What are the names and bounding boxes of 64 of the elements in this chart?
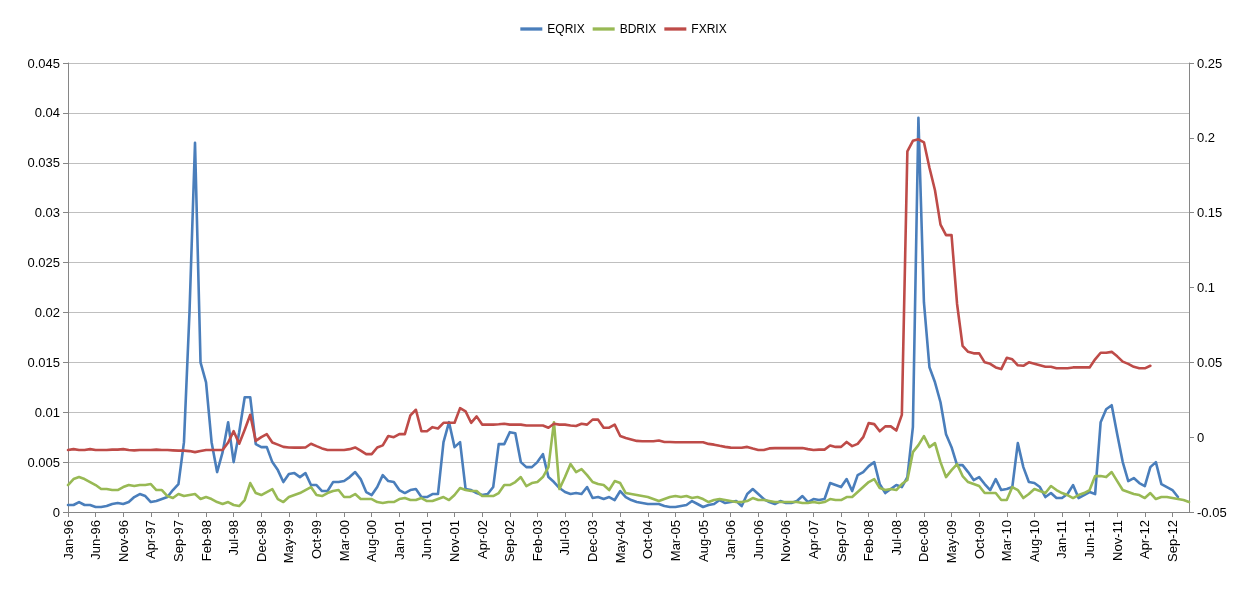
x-tick-label: Apr-02 [474,520,490,560]
x-tick-label: Jun-11 [1082,520,1098,559]
y2-tick-label: 0.25 [1197,55,1223,71]
x-tick-label: Nov-01 [447,520,463,562]
x-tick-label: Jun-06 [750,520,766,560]
x-tick-label: Apr-07 [805,520,821,560]
y2-tick-label: 0.15 [1197,205,1223,221]
x-tick-label: Jan-96 [60,520,76,560]
line-series [66,116,1180,509]
y-tick-label: 0.045 [27,55,60,71]
x-tick-label: Sep-97 [170,520,186,562]
line-series [66,420,1191,508]
y-tick-label: 0.01 [34,404,60,420]
x-tick-label: Nov-96 [115,520,131,562]
x-tick-label: Nov-06 [778,520,794,562]
y-tick-label: 0.035 [27,155,60,171]
y2-tick-label: 0.1 [1197,280,1216,295]
x-tick-label: Sep-12 [1164,520,1180,562]
line-series [66,138,1152,456]
x-tick-label: Mar-05 [667,520,683,562]
x-tick-label: Feb-08 [861,520,877,562]
x-tick-label: Apr-97 [143,520,159,560]
y-tick-label: 0 [52,504,60,520]
y-tick-label: 0.02 [34,304,60,320]
y2-tick-label: 0.2 [1197,130,1216,146]
x-tick-label: May-04 [612,520,628,564]
x-tick-label: Jul-08 [888,520,904,556]
x-tick-label: Dec-03 [585,520,601,562]
x-tick-label: Nov-11 [1109,520,1125,561]
x-tick-label: Dec-08 [916,520,932,562]
x-tick-label: Mar-00 [336,520,352,562]
x-tick-label: Jun-01 [419,520,435,560]
x-tick-label: Sep-07 [833,520,849,562]
x-tick-label: Aug-05 [695,520,711,562]
x-tick-label: Dec-98 [253,520,269,562]
x-tick-label: Jul-98 [226,520,242,556]
y-tick-label: 0.005 [27,454,60,470]
y-tick-label: 0.025 [27,255,60,271]
x-tick-label: Jun-96 [88,520,104,560]
x-tick-label: Feb-98 [198,520,214,562]
legend-label: FXRIX [691,22,727,36]
x-tick-label: Oct-99 [309,520,324,560]
x-tick-label: Oct-04 [640,520,656,560]
y-tick-label: 0.015 [27,354,60,370]
y-tick-label: 0.04 [34,105,60,121]
x-tick-label: Feb-03 [529,520,545,562]
legend-label: BDRIX [619,22,657,36]
x-tick-label: Aug-00 [364,520,380,562]
x-tick-label: May-99 [281,520,297,564]
x-tick-label: Jan-06 [723,520,739,560]
x-tick-label: Jul-03 [557,520,573,556]
x-tick-label: Oct-09 [971,520,987,560]
y2-tick-label: 0.05 [1197,354,1223,370]
x-tick-label: May-09 [944,520,960,564]
x-tick-label: Mar-10 [999,520,1015,562]
x-tick-label: Sep-02 [502,520,518,562]
x-tick-label: Aug-10 [1026,520,1042,562]
x-tick-label: Jan-01 [391,520,407,560]
y2-tick-label: 0 [1197,429,1205,445]
legend-label: EQRIX [547,22,585,36]
y2-tick-label: -0.05 [1197,504,1227,520]
x-tick-label: Jan-11 [1054,520,1070,559]
y-tick-label: 0.03 [34,205,60,221]
x-tick-label: Apr-12 [1137,520,1153,560]
